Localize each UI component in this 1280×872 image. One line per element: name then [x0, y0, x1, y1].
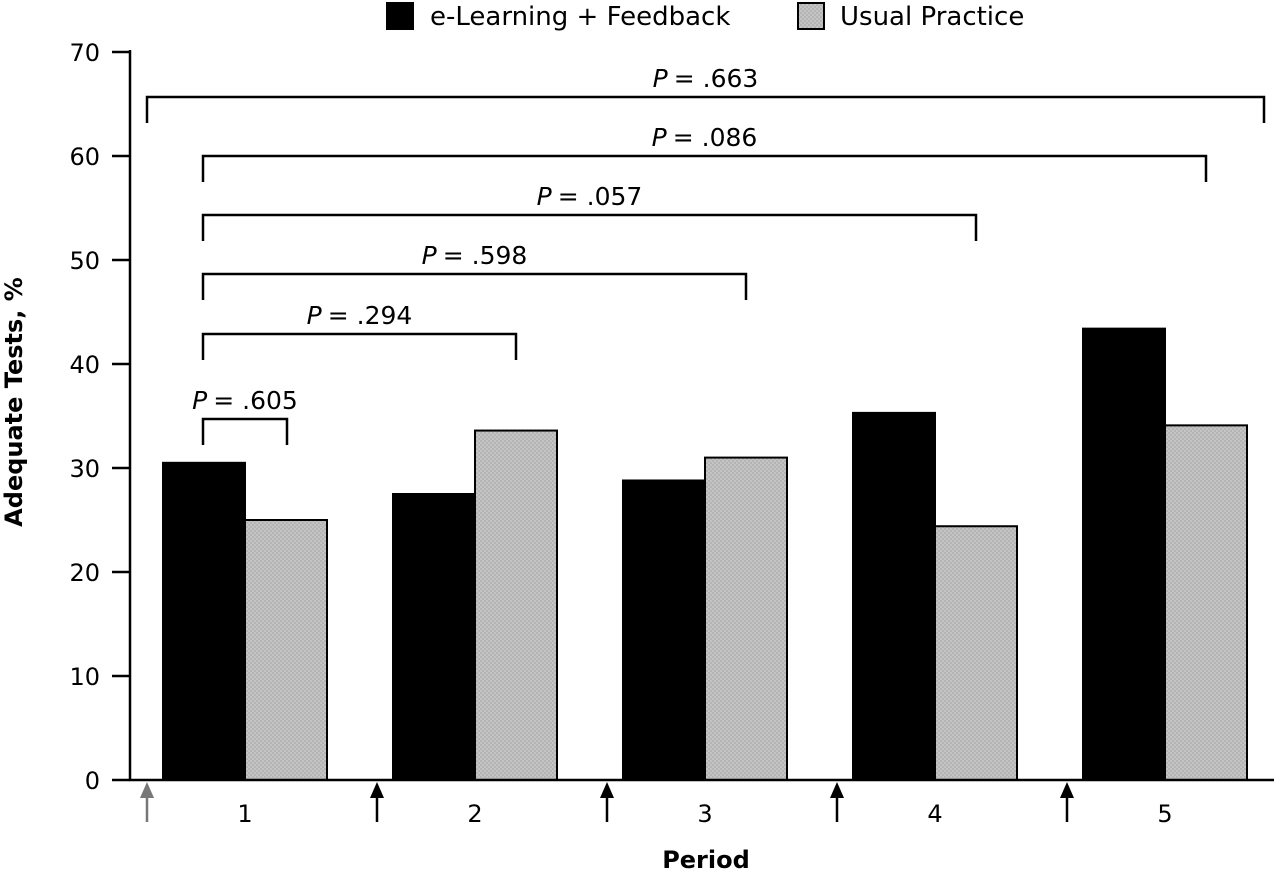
- bar-usual-period-3: [704, 456, 788, 781]
- p-value-bracket: [201, 332, 518, 360]
- arrow-marker-head: [830, 782, 844, 798]
- p-value-annotations: P = .605 P = .294 P = .598 P = .057 P = .086 P = .6…: [145, 64, 1266, 445]
- x-tick-label: 1: [237, 800, 252, 828]
- period-arrow-markers: [140, 782, 1074, 822]
- x-axis-title: Period: [662, 846, 750, 872]
- bar-usual-period-1: [244, 519, 328, 781]
- bars: 1 2 3 4 5: [162, 327, 1248, 828]
- bar-elearning-period-3: [622, 479, 706, 781]
- y-tick-label: 0: [85, 767, 100, 795]
- y-tick-label: 40: [69, 351, 100, 379]
- y-tick-label: 60: [69, 143, 100, 171]
- p-value-label: P = .663: [653, 64, 759, 93]
- legend: e-Learning + Feedback Usual Practice: [386, 2, 1024, 32]
- y-axis-ticks: 0 10 20 30 40 50 60 70: [69, 39, 130, 795]
- arrow-marker-head: [370, 782, 384, 798]
- p-value-label: P = .605: [192, 386, 298, 415]
- y-tick-label: 50: [69, 247, 100, 275]
- x-tick-label: 3: [697, 800, 712, 828]
- arrow-marker-head: [140, 782, 154, 798]
- y-tick-label: 10: [69, 663, 100, 691]
- p-value-label: P = .086: [652, 123, 758, 152]
- legend-swatch-series-1: [386, 2, 414, 30]
- p-value-label: P = .598: [422, 241, 528, 270]
- x-tick-label: 5: [1157, 800, 1172, 828]
- p-value-label: P = .057: [537, 182, 643, 211]
- p-value-bracket: [201, 154, 1208, 182]
- y-axis-title: Adequate Tests, %: [0, 277, 28, 527]
- bar-usual-period-4: [934, 525, 1018, 781]
- bar-usual-period-5: [1164, 424, 1248, 781]
- bar-elearning-period-4: [852, 411, 936, 781]
- bar-elearning-period-2: [392, 493, 476, 781]
- bar-elearning-period-1: [162, 461, 246, 781]
- p-value-bracket: [201, 272, 748, 300]
- legend-label-series-1: e-Learning + Feedback: [430, 2, 730, 32]
- x-tick-label: 4: [927, 800, 942, 828]
- arrow-marker-head: [600, 782, 614, 798]
- p-value-label: P = .294: [307, 301, 413, 330]
- p-value-bracket: [145, 95, 1266, 123]
- y-tick-label: 70: [69, 39, 100, 67]
- y-tick-label: 30: [69, 455, 100, 483]
- arrow-marker-head: [1060, 782, 1074, 798]
- legend-swatch-series-2: [797, 2, 825, 30]
- y-tick-label: 20: [69, 559, 100, 587]
- legend-label-series-2: Usual Practice: [840, 2, 1024, 32]
- bar-usual-period-2: [474, 429, 558, 781]
- p-value-bracket: [201, 417, 289, 445]
- x-tick-label: 2: [467, 800, 482, 828]
- bar-elearning-period-5: [1082, 327, 1166, 781]
- p-value-bracket: [201, 213, 978, 241]
